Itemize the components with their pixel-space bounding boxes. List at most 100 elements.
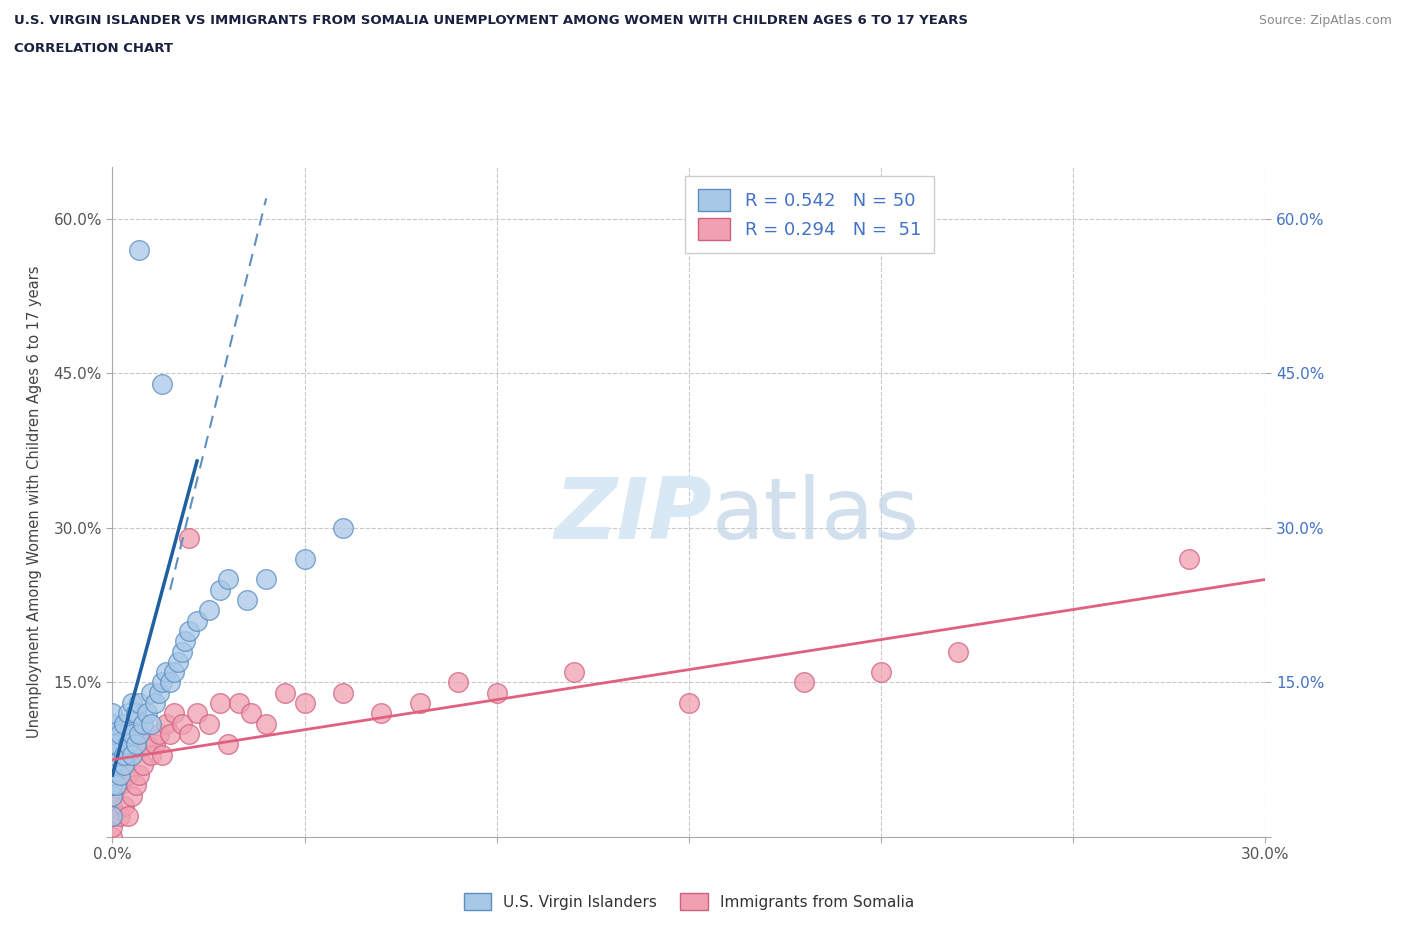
Point bbox=[112, 757, 135, 772]
Point bbox=[197, 716, 219, 731]
Point bbox=[101, 768, 124, 783]
Point bbox=[236, 592, 259, 607]
Point bbox=[209, 696, 232, 711]
Point bbox=[101, 706, 124, 721]
Point bbox=[128, 243, 150, 258]
Text: U.S. VIRGIN ISLANDER VS IMMIGRANTS FROM SOMALIA UNEMPLOYMENT AMONG WOMEN WITH CH: U.S. VIRGIN ISLANDER VS IMMIGRANTS FROM … bbox=[14, 14, 969, 27]
Point bbox=[447, 675, 470, 690]
Point bbox=[294, 696, 316, 711]
Point bbox=[124, 778, 146, 793]
Point bbox=[332, 685, 354, 700]
Point bbox=[946, 644, 969, 659]
Point bbox=[163, 665, 186, 680]
Point bbox=[128, 726, 150, 741]
Point bbox=[186, 613, 208, 628]
Point bbox=[139, 685, 162, 700]
Point bbox=[121, 789, 143, 804]
Point bbox=[143, 696, 166, 711]
Point bbox=[166, 655, 188, 670]
Point bbox=[101, 747, 124, 762]
Point bbox=[1177, 551, 1199, 566]
Point bbox=[217, 572, 239, 587]
Point bbox=[155, 665, 177, 680]
Point bbox=[174, 634, 197, 649]
Point bbox=[239, 706, 262, 721]
Point bbox=[197, 603, 219, 618]
Point bbox=[155, 716, 177, 731]
Point bbox=[101, 789, 124, 804]
Point bbox=[101, 757, 124, 772]
Point bbox=[152, 675, 174, 690]
Point bbox=[101, 747, 124, 762]
Point bbox=[793, 675, 815, 690]
Point bbox=[678, 696, 700, 711]
Point bbox=[163, 706, 186, 721]
Point bbox=[121, 696, 143, 711]
Point bbox=[101, 768, 124, 783]
Point bbox=[254, 572, 277, 587]
Point bbox=[101, 789, 124, 804]
Point bbox=[294, 551, 316, 566]
Point bbox=[121, 747, 143, 762]
Point bbox=[121, 747, 143, 762]
Point bbox=[139, 716, 162, 731]
Point bbox=[101, 809, 124, 824]
Point bbox=[228, 696, 250, 711]
Point bbox=[152, 377, 174, 392]
Text: ZIP: ZIP bbox=[554, 474, 711, 557]
Point bbox=[217, 737, 239, 751]
Point bbox=[179, 623, 201, 638]
Point bbox=[121, 726, 143, 741]
Text: atlas: atlas bbox=[711, 474, 920, 557]
Point bbox=[485, 685, 508, 700]
Point bbox=[128, 726, 150, 741]
Point bbox=[101, 778, 124, 793]
Point bbox=[101, 716, 124, 731]
Point bbox=[101, 737, 124, 751]
Point bbox=[143, 737, 166, 751]
Point bbox=[108, 778, 131, 793]
Point bbox=[148, 685, 170, 700]
Point bbox=[101, 726, 124, 741]
Point bbox=[870, 665, 893, 680]
Point bbox=[136, 737, 159, 751]
Point bbox=[117, 706, 139, 721]
Point bbox=[186, 706, 208, 721]
Point bbox=[101, 799, 124, 814]
Point bbox=[132, 716, 155, 731]
Point bbox=[159, 675, 181, 690]
Point bbox=[112, 716, 135, 731]
Point bbox=[101, 757, 124, 772]
Point bbox=[409, 696, 432, 711]
Text: Source: ZipAtlas.com: Source: ZipAtlas.com bbox=[1258, 14, 1392, 27]
Point bbox=[108, 809, 131, 824]
Point bbox=[152, 747, 174, 762]
Point bbox=[254, 716, 277, 731]
Point bbox=[124, 706, 146, 721]
Point bbox=[179, 726, 201, 741]
Point bbox=[112, 747, 135, 762]
Point bbox=[274, 685, 297, 700]
Point bbox=[117, 768, 139, 783]
Point bbox=[136, 706, 159, 721]
Point bbox=[105, 737, 128, 751]
Point bbox=[117, 737, 139, 751]
Point bbox=[139, 747, 162, 762]
Point bbox=[209, 582, 232, 597]
Point bbox=[132, 757, 155, 772]
Y-axis label: Unemployment Among Women with Children Ages 6 to 17 years: Unemployment Among Women with Children A… bbox=[28, 266, 42, 738]
Point bbox=[332, 521, 354, 536]
Point bbox=[148, 726, 170, 741]
Point bbox=[108, 726, 131, 741]
Point bbox=[101, 830, 124, 844]
Point bbox=[101, 819, 124, 834]
Point bbox=[128, 696, 150, 711]
Point bbox=[159, 726, 181, 741]
Point bbox=[179, 531, 201, 546]
Point bbox=[105, 778, 128, 793]
Point bbox=[117, 809, 139, 824]
Point bbox=[108, 768, 131, 783]
Legend: U.S. Virgin Islanders, Immigrants from Somalia: U.S. Virgin Islanders, Immigrants from S… bbox=[457, 886, 921, 916]
Text: CORRELATION CHART: CORRELATION CHART bbox=[14, 42, 173, 55]
Point bbox=[170, 716, 193, 731]
